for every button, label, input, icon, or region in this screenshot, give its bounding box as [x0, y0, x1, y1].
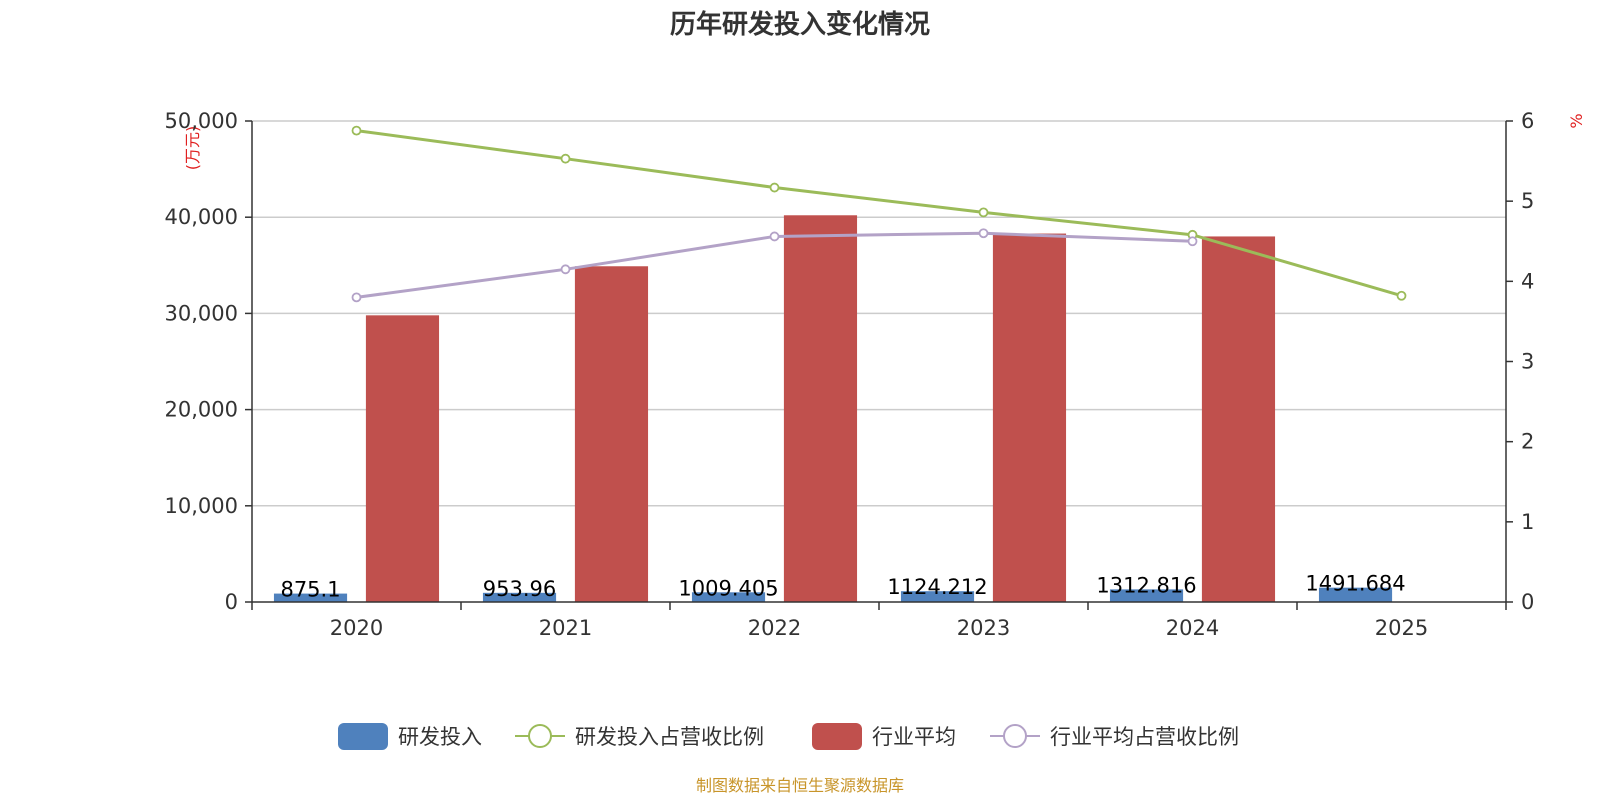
legend-swatch-marker	[528, 724, 552, 748]
bars	[273, 215, 1393, 602]
legend-label: 行业平均	[872, 725, 956, 749]
right-tick-label: 4	[1521, 269, 1534, 293]
x-tick-label: 2020	[330, 616, 383, 640]
legend-swatch-bar	[338, 723, 388, 750]
lines	[351, 125, 1407, 303]
bar-rd-investment	[273, 593, 348, 602]
grid-lines	[252, 120, 1506, 507]
bar-data-label: 1491.684	[1305, 572, 1405, 596]
left-tick-label: 30,000	[165, 301, 238, 325]
legend-label: 行业平均占营收比例	[1050, 725, 1239, 749]
x-tick-label: 2022	[748, 616, 801, 640]
chart-title: 历年研发投入变化情况	[670, 9, 930, 40]
bar-industry-average	[992, 233, 1067, 602]
bar-rd-investment	[1318, 587, 1393, 602]
line-point	[769, 231, 780, 242]
right-tick-label: 2	[1521, 430, 1534, 454]
left-axis-unit: (万元)	[183, 126, 202, 171]
line-point	[351, 125, 362, 136]
x-tick-label: 2025	[1375, 616, 1428, 640]
left-tick-label: 20,000	[165, 398, 238, 422]
left-tick-label: 50,000	[165, 109, 238, 133]
line-point	[560, 264, 571, 275]
x-tick-label: 2024	[1166, 616, 1219, 640]
line-rd-ratio	[356, 129, 1402, 298]
bar-industry-average	[783, 215, 858, 602]
right-axis-unit: %	[1567, 113, 1586, 128]
bar-rd-investment	[691, 592, 766, 602]
bar-data-label: 1009.405	[678, 576, 778, 600]
right-tick-label: 5	[1521, 189, 1534, 213]
bar-rd-investment	[482, 592, 557, 602]
legend-label: 研发投入占营收比例	[575, 725, 764, 749]
legend-swatch-bar	[812, 723, 862, 750]
bar-industry-average	[365, 315, 440, 602]
bar-rd-investment	[1109, 589, 1184, 602]
left-tick-label: 10,000	[165, 494, 238, 518]
right-tick-label: 1	[1521, 510, 1534, 534]
source-note: 制图数据来自恒生聚源数据库	[696, 776, 904, 795]
legend-label: 研发投入	[398, 725, 482, 749]
axes: 0 10,000 20,000 30,000 40,000 50,000 0 1 2 3 4 5 6 20…	[165, 109, 1535, 640]
bar-data-label: 953.96	[483, 577, 556, 601]
bar-industry-average	[574, 266, 649, 602]
left-tick-label: 0	[225, 590, 238, 614]
right-tick-label: 3	[1521, 350, 1534, 374]
line-point	[978, 228, 989, 239]
right-tick-label: 0	[1521, 590, 1534, 614]
line-point	[769, 182, 780, 193]
bar-data-label: 1124.212	[887, 575, 987, 599]
x-tick-label: 2021	[539, 616, 592, 640]
bar-data-label: 1312.816	[1096, 573, 1196, 597]
line-point	[1187, 236, 1198, 247]
right-tick-label: 6	[1521, 109, 1534, 133]
line-industry-ratio	[356, 231, 1193, 299]
line-point	[560, 153, 571, 164]
line-point	[1396, 290, 1407, 301]
line-point	[978, 207, 989, 218]
bar-rd-investment	[900, 591, 975, 602]
x-tick-label: 2023	[957, 616, 1010, 640]
legend: 研发投入 研发投入占营收比例 行业平均 行业平均占营收比例	[338, 723, 1239, 750]
legend-swatch-marker	[1003, 724, 1027, 748]
bar-industry-average	[1201, 236, 1276, 602]
left-tick-label: 40,000	[165, 205, 238, 229]
data-labels: 875.1 953.96 1009.405 1124.212 1312.816 1491.…	[280, 572, 1405, 602]
line-point	[351, 292, 362, 303]
bar-data-label: 875.1	[280, 578, 340, 602]
